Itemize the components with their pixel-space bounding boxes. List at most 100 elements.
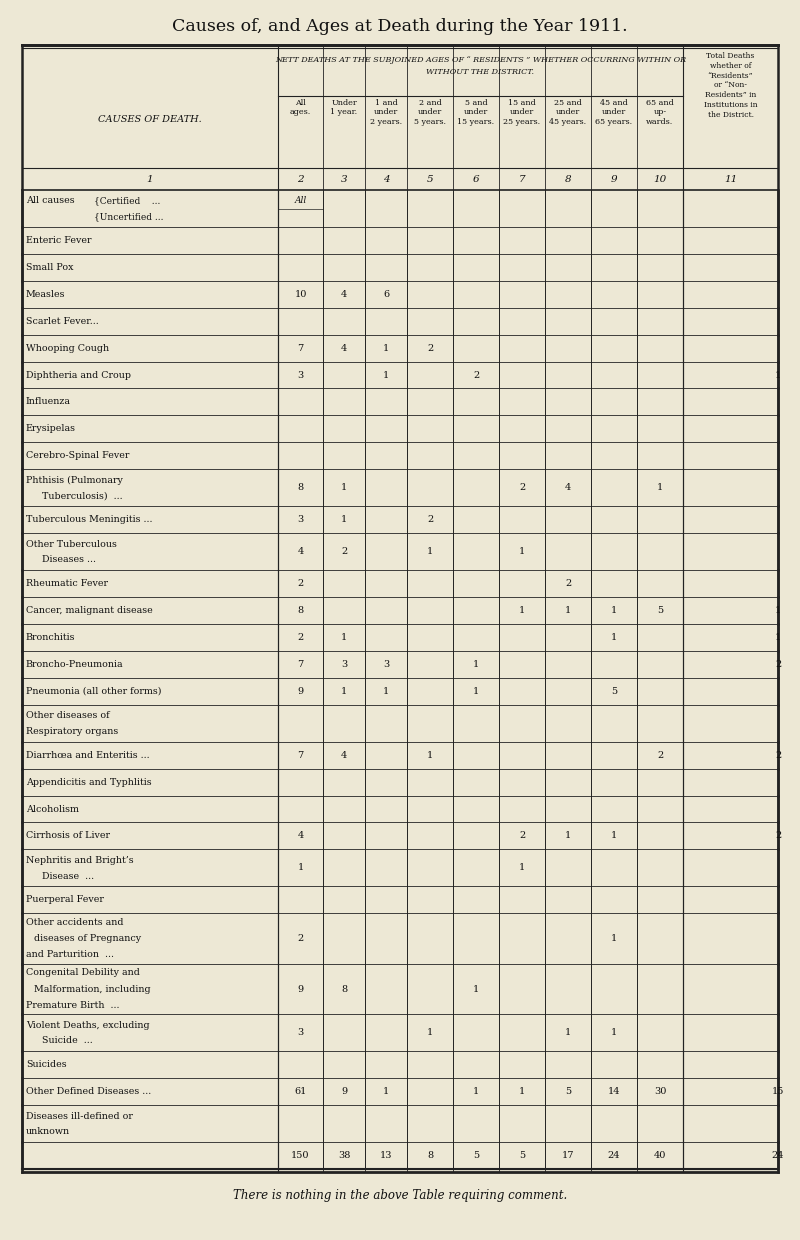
Text: 1 and
under
2 years.: 1 and under 2 years. bbox=[370, 99, 402, 126]
Text: 25 and
under
45 years.: 25 and under 45 years. bbox=[550, 99, 586, 126]
Text: All
ages.: All ages. bbox=[290, 99, 311, 117]
Text: 15: 15 bbox=[772, 1087, 784, 1096]
Text: 1: 1 bbox=[519, 863, 525, 873]
Text: 1: 1 bbox=[519, 1087, 525, 1096]
Text: 150: 150 bbox=[291, 1151, 310, 1161]
Text: Causes of, and Ages at Death during the Year 1911.: Causes of, and Ages at Death during the … bbox=[172, 19, 628, 35]
Text: All: All bbox=[294, 196, 306, 205]
Text: 24: 24 bbox=[608, 1151, 620, 1161]
Text: 1: 1 bbox=[473, 687, 479, 696]
Text: 30: 30 bbox=[654, 1087, 666, 1096]
Text: 1: 1 bbox=[611, 832, 617, 841]
Text: 5 and
under
15 years.: 5 and under 15 years. bbox=[458, 99, 494, 126]
Text: Suicide  ...: Suicide ... bbox=[42, 1037, 93, 1045]
Text: 14: 14 bbox=[608, 1087, 620, 1096]
Text: 1: 1 bbox=[427, 750, 433, 760]
Text: unknown: unknown bbox=[26, 1127, 70, 1136]
Text: 4: 4 bbox=[565, 484, 571, 492]
Text: 1: 1 bbox=[657, 484, 663, 492]
Text: 7: 7 bbox=[298, 750, 304, 760]
Text: {Certified    ...: {Certified ... bbox=[94, 196, 160, 205]
Text: 1: 1 bbox=[383, 1087, 389, 1096]
Text: 2: 2 bbox=[775, 660, 781, 668]
Text: Diphtheria and Croup: Diphtheria and Croup bbox=[26, 371, 131, 379]
Text: All causes: All causes bbox=[26, 196, 74, 205]
Text: 6: 6 bbox=[383, 290, 389, 299]
Text: 2: 2 bbox=[775, 832, 781, 841]
Text: 17: 17 bbox=[562, 1151, 574, 1161]
Text: 1: 1 bbox=[611, 934, 617, 944]
Text: 10: 10 bbox=[294, 290, 306, 299]
Text: 1: 1 bbox=[341, 515, 347, 525]
Text: NETT DEATHS AT THE SUBJOINED AGES OF “ RESIDENTS ” WHETHER OCCURRING WITHIN OR: NETT DEATHS AT THE SUBJOINED AGES OF “ R… bbox=[275, 56, 686, 64]
Text: 1: 1 bbox=[427, 1028, 433, 1037]
Text: 1: 1 bbox=[146, 175, 154, 184]
Text: Broncho-Pneumonia: Broncho-Pneumonia bbox=[26, 660, 124, 668]
Text: Tuberculous Meningitis ...: Tuberculous Meningitis ... bbox=[26, 515, 153, 525]
Text: 1: 1 bbox=[473, 660, 479, 668]
Text: Alcoholism: Alcoholism bbox=[26, 805, 79, 813]
Text: Diarrhœa and Enteritis ...: Diarrhœa and Enteritis ... bbox=[26, 750, 150, 760]
Text: Enteric Fever: Enteric Fever bbox=[26, 236, 91, 246]
Text: 4: 4 bbox=[341, 343, 347, 352]
Text: Influenza: Influenza bbox=[26, 398, 71, 407]
Text: Diseases ill-defined or: Diseases ill-defined or bbox=[26, 1112, 133, 1121]
Text: 1: 1 bbox=[427, 547, 433, 557]
Text: 1: 1 bbox=[519, 547, 525, 557]
Text: 4: 4 bbox=[298, 832, 304, 841]
Text: 8: 8 bbox=[298, 606, 303, 615]
Text: 11: 11 bbox=[724, 175, 737, 184]
Text: 5: 5 bbox=[426, 175, 434, 184]
Text: 24: 24 bbox=[772, 1151, 784, 1161]
Text: diseases of Pregnancy: diseases of Pregnancy bbox=[34, 934, 141, 944]
Text: Respiratory organs: Respiratory organs bbox=[26, 727, 118, 735]
Text: 4: 4 bbox=[341, 750, 347, 760]
Text: 2 and
under
5 years.: 2 and under 5 years. bbox=[414, 99, 446, 126]
Text: 1: 1 bbox=[565, 1028, 571, 1037]
Text: 5: 5 bbox=[565, 1087, 571, 1096]
Text: 2: 2 bbox=[565, 579, 571, 588]
Text: 1: 1 bbox=[565, 606, 571, 615]
Text: 8: 8 bbox=[565, 175, 571, 184]
Text: Other accidents and: Other accidents and bbox=[26, 918, 123, 926]
Text: 3: 3 bbox=[298, 371, 304, 379]
Text: 1: 1 bbox=[341, 632, 347, 642]
Text: 2: 2 bbox=[297, 175, 304, 184]
Text: 1: 1 bbox=[473, 985, 479, 993]
Text: 8: 8 bbox=[341, 985, 347, 993]
Text: 8: 8 bbox=[427, 1151, 433, 1161]
Text: Other diseases of: Other diseases of bbox=[26, 712, 110, 720]
Text: 61: 61 bbox=[294, 1087, 306, 1096]
Text: 45 and
under
65 years.: 45 and under 65 years. bbox=[595, 99, 633, 126]
Text: Malformation, including: Malformation, including bbox=[34, 985, 150, 993]
Text: 5: 5 bbox=[519, 1151, 525, 1161]
Text: 2: 2 bbox=[775, 750, 781, 760]
Text: 1: 1 bbox=[383, 343, 389, 352]
Text: 1: 1 bbox=[341, 687, 347, 696]
Text: 4: 4 bbox=[298, 547, 304, 557]
Text: 1: 1 bbox=[775, 371, 781, 379]
Text: Disease  ...: Disease ... bbox=[42, 872, 94, 880]
Text: 2: 2 bbox=[427, 343, 433, 352]
Text: 7: 7 bbox=[518, 175, 526, 184]
Text: Bronchitis: Bronchitis bbox=[26, 632, 75, 642]
Text: 7: 7 bbox=[298, 343, 304, 352]
Text: Violent Deaths, excluding: Violent Deaths, excluding bbox=[26, 1021, 150, 1030]
Text: 15 and
under
25 years.: 15 and under 25 years. bbox=[503, 99, 541, 126]
Text: 1: 1 bbox=[565, 832, 571, 841]
Text: Diseases ...: Diseases ... bbox=[42, 556, 96, 564]
Text: Congenital Debility and: Congenital Debility and bbox=[26, 968, 140, 977]
Text: 1: 1 bbox=[775, 632, 781, 642]
Text: 3: 3 bbox=[341, 175, 347, 184]
Text: 1: 1 bbox=[298, 863, 304, 873]
Text: CAUSES OF DEATH.: CAUSES OF DEATH. bbox=[98, 114, 202, 124]
Text: {Uncertified ...: {Uncertified ... bbox=[94, 212, 163, 221]
Text: 65 and
up-
wards.: 65 and up- wards. bbox=[646, 99, 674, 126]
Text: Appendicitis and Typhlitis: Appendicitis and Typhlitis bbox=[26, 777, 152, 786]
Text: 2: 2 bbox=[473, 371, 479, 379]
Text: 1: 1 bbox=[341, 484, 347, 492]
Text: 6: 6 bbox=[473, 175, 479, 184]
Text: Under
1 year.: Under 1 year. bbox=[330, 99, 358, 117]
Text: Other Tuberculous: Other Tuberculous bbox=[26, 539, 117, 549]
Text: 3: 3 bbox=[298, 1028, 304, 1037]
